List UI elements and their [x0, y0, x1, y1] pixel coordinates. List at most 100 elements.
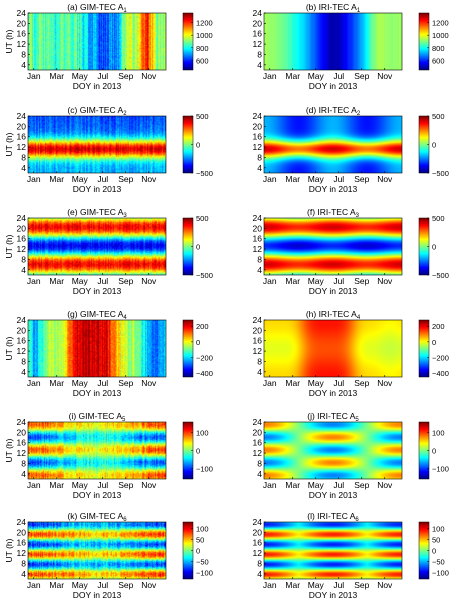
x-tick-label: Sep: [354, 276, 369, 286]
panel-title: (g) GIM-TEC A4: [67, 309, 127, 321]
x-tick-label: Nov: [377, 174, 393, 184]
x-tick-label: May: [72, 71, 89, 81]
plot-frame: [263, 115, 403, 174]
colorbar-tick-label: 0: [432, 338, 436, 347]
colorbar-tick-label: 0: [432, 243, 436, 252]
colorbar-tick-label: −400: [432, 369, 449, 378]
x-axis-label: DOY in 2013: [309, 81, 358, 91]
y-tick-label: 20: [253, 223, 263, 233]
y-tick-label: 12: [17, 548, 27, 558]
y-tick-label: 20: [17, 223, 27, 233]
x-tick-label: Jul: [97, 480, 108, 490]
colorbar-tick-label: 1200: [196, 19, 213, 28]
y-tick-label: 8: [257, 49, 262, 59]
y-tick-label: 8: [257, 254, 262, 264]
y-tick-label: 8: [21, 458, 26, 468]
plot-frame: [263, 319, 403, 378]
y-tick-label: 12: [253, 548, 263, 558]
y-tick-label: 4: [21, 367, 26, 377]
y-tick-label: 20: [17, 18, 27, 28]
panel-title: (d) IRI-TEC A2: [306, 105, 361, 117]
colorbar: [183, 422, 193, 479]
y-axis-label: UT (h): [4, 336, 14, 360]
y-tick-label: 16: [253, 336, 263, 346]
colorbar: [419, 116, 429, 173]
x-tick-label: Sep: [354, 378, 369, 388]
y-tick-label: 16: [253, 29, 263, 39]
colorbar: [183, 522, 193, 579]
y-tick-label: 4: [21, 469, 26, 479]
y-tick-label: 4: [21, 265, 26, 275]
colorbar-tick-label: 500: [196, 214, 209, 223]
colorbar-tick-label: −500: [432, 169, 449, 178]
x-axis-label: DOY in 2013: [309, 388, 358, 398]
plot-frame: [263, 12, 403, 71]
panel-title: (j) IRI-TEC A5: [307, 411, 359, 423]
colorbar-tick-label: −100: [196, 464, 213, 473]
x-tick-label: Jan: [27, 580, 41, 590]
x-tick-label: Nov: [377, 480, 393, 490]
colorbar-tick-label: 500: [196, 112, 209, 121]
colorbar-tick-label: −50: [196, 557, 209, 566]
x-tick-label: Mar: [49, 276, 64, 286]
x-tick-label: May: [308, 480, 325, 490]
y-tick-label: 24: [17, 8, 27, 18]
y-tick-label: 24: [253, 111, 263, 121]
y-tick-label: 24: [253, 8, 263, 18]
y-tick-label: 24: [17, 213, 27, 223]
y-tick-label: 12: [17, 244, 27, 254]
y-axis-label: UT (h): [4, 538, 14, 562]
x-tick-label: Sep: [118, 580, 133, 590]
x-tick-label: Jul: [97, 378, 108, 388]
y-tick-label: 8: [257, 356, 262, 366]
x-tick-label: Mar: [49, 71, 64, 81]
colorbar-tick-label: −200: [432, 353, 449, 362]
x-tick-label: Jan: [263, 580, 277, 590]
y-tick-label: 4: [257, 367, 262, 377]
x-tick-label: Sep: [118, 378, 133, 388]
x-tick-label: Jan: [263, 71, 277, 81]
colorbar-tick-label: −500: [196, 271, 213, 280]
y-tick-label: 8: [257, 152, 262, 162]
x-tick-label: Nov: [377, 276, 393, 286]
x-tick-label: Nov: [141, 480, 157, 490]
x-tick-label: Nov: [377, 378, 393, 388]
y-tick-label: 20: [253, 325, 263, 335]
x-axis-label: DOY in 2013: [73, 490, 122, 500]
y-tick-label: 4: [257, 569, 262, 579]
y-tick-label: 12: [253, 39, 263, 49]
x-tick-label: Mar: [49, 580, 64, 590]
y-tick-label: 16: [17, 538, 27, 548]
x-tick-label: Jul: [333, 378, 344, 388]
colorbar-tick-label: −50: [432, 557, 445, 566]
x-tick-label: May: [72, 480, 89, 490]
y-tick-label: 16: [17, 438, 27, 448]
y-tick-label: 4: [257, 265, 262, 275]
x-tick-label: Sep: [354, 71, 369, 81]
x-tick-label: Nov: [377, 71, 393, 81]
x-tick-label: Jan: [263, 276, 277, 286]
y-tick-label: 20: [253, 121, 263, 131]
x-axis-label: DOY in 2013: [73, 590, 122, 600]
y-tick-label: 12: [17, 346, 27, 356]
panel-title: (b) IRI-TEC A1: [306, 2, 361, 14]
plot-frame: [27, 12, 167, 71]
plot-frame: [27, 521, 167, 580]
heatmap-image: [28, 13, 166, 70]
plot-frame: [263, 217, 403, 276]
x-tick-label: Mar: [285, 174, 300, 184]
colorbar-tick-label: −400: [196, 369, 213, 378]
y-tick-label: 24: [17, 315, 27, 325]
x-tick-label: Nov: [141, 378, 157, 388]
y-tick-label: 16: [17, 29, 27, 39]
x-tick-label: Sep: [118, 174, 133, 184]
x-tick-label: Sep: [118, 276, 133, 286]
colorbar-tick-label: 200: [196, 322, 209, 331]
plot-frame: [27, 421, 167, 480]
y-tick-label: 8: [257, 558, 262, 568]
panel-title: (i) GIM-TEC A5: [69, 411, 126, 423]
